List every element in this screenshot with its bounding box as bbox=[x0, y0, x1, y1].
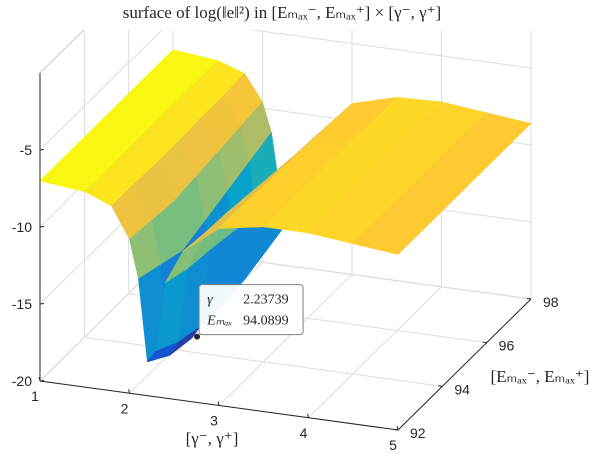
y-tick bbox=[438, 385, 443, 387]
z-tick bbox=[39, 226, 45, 228]
datatip: γ 2.23739 Eₘₐₓ 94.0899 bbox=[194, 284, 304, 340]
surface bbox=[39, 49, 532, 363]
datatip-box bbox=[198, 284, 304, 336]
axes: 1 2 3 4 5 92 94 96 98 -20 -15 -10 -5 bbox=[12, 73, 559, 453]
x-tick-label: 5 bbox=[389, 437, 397, 453]
axis-line bbox=[397, 298, 532, 431]
x-tick-label: 2 bbox=[121, 400, 129, 416]
datatip-value: 94.0899 bbox=[243, 314, 288, 329]
z-tick-label: -20 bbox=[12, 373, 32, 389]
x-tick-label: 3 bbox=[210, 413, 218, 429]
x-tick bbox=[128, 389, 130, 394]
z-tick-label: -15 bbox=[12, 296, 32, 312]
y-tick bbox=[482, 341, 487, 344]
z-tick bbox=[39, 149, 45, 151]
datatip-label: γ bbox=[207, 293, 213, 308]
grid-line bbox=[218, 274, 353, 406]
grid-line bbox=[249, 30, 532, 69]
box-edge bbox=[39, 30, 85, 74]
z-tick-label: -5 bbox=[20, 142, 33, 158]
x-tick bbox=[307, 413, 309, 418]
grid-line bbox=[84, 336, 443, 387]
datatip-value: 2.23739 bbox=[243, 293, 288, 308]
chart-title: surface of log(‖e‖²) in [Eₘₐₓ⁻, Eₘₐₓ⁺] ×… bbox=[123, 3, 441, 22]
y-tick-label: 94 bbox=[454, 381, 470, 397]
z-tick-label: -10 bbox=[12, 219, 32, 235]
x-tick-label: 1 bbox=[31, 388, 39, 404]
datatip-label: Eₘₐₓ bbox=[206, 314, 232, 329]
grid-line bbox=[308, 286, 442, 419]
y-tick-label: 96 bbox=[499, 338, 515, 354]
datatip-point bbox=[194, 333, 201, 340]
z-tick bbox=[39, 303, 45, 305]
x-tick bbox=[217, 401, 220, 406]
y-tick-label: 98 bbox=[543, 294, 559, 310]
x-tick bbox=[396, 425, 399, 431]
grid-line bbox=[39, 30, 163, 151]
y-axis-label: [Eₘₐₓ⁻, Eₘₐₓ⁺] bbox=[491, 367, 590, 386]
x-axis-label: [γ⁻, γ⁺] bbox=[186, 429, 239, 448]
axis-line bbox=[39, 380, 399, 431]
y-tick-label: 92 bbox=[410, 425, 426, 441]
y-tick bbox=[526, 297, 532, 300]
surface-patch bbox=[352, 221, 421, 255]
x-tick-label: 4 bbox=[300, 425, 308, 441]
